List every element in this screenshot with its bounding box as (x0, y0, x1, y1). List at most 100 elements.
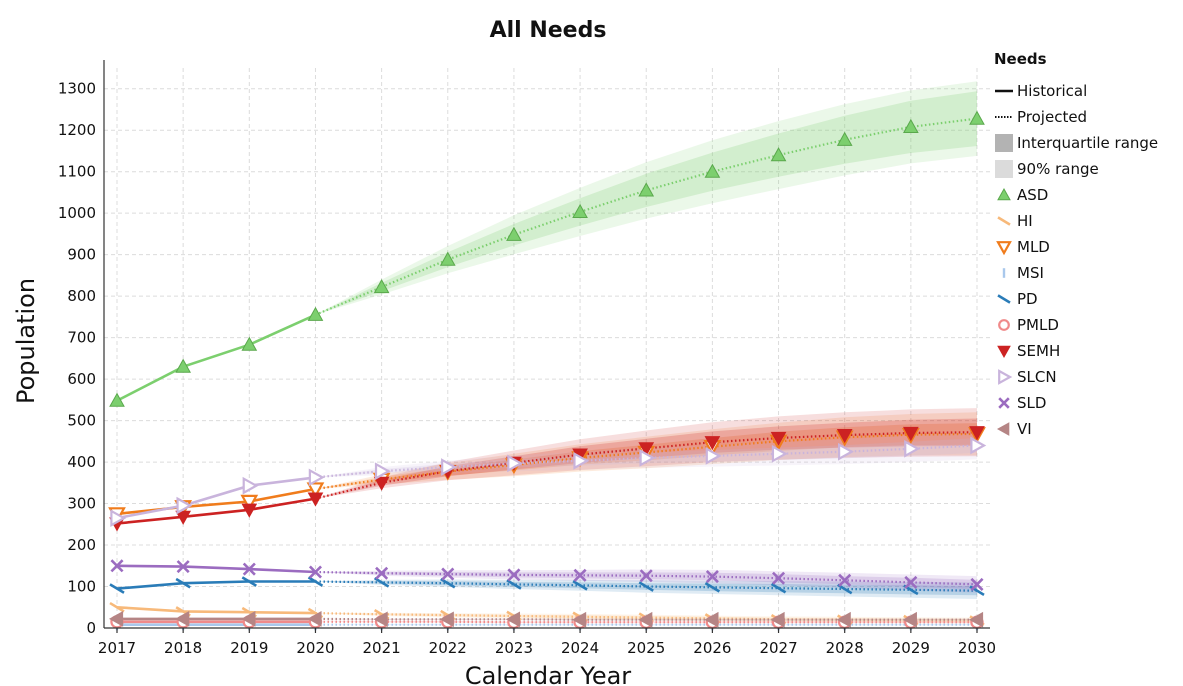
x-tick-label: 2021 (363, 639, 401, 657)
point-vi (307, 611, 322, 627)
point-sld (772, 571, 786, 585)
line-projected-semh (315, 431, 978, 500)
point-sld (639, 569, 653, 583)
point-asd (638, 182, 655, 197)
legend-label-historical: Historical (1017, 82, 1087, 100)
legend-swatch-pd (997, 294, 1011, 304)
legend-label-90-range: 90% range (1017, 160, 1099, 178)
point-slcn (308, 468, 325, 487)
y-tick-label: 0 (86, 619, 96, 637)
line-historical-hi (116, 606, 316, 615)
y-tick-label: 1100 (58, 163, 96, 181)
point-semh (704, 436, 721, 451)
series-lines (116, 117, 978, 626)
point-sld (375, 566, 389, 580)
point-slcn (110, 509, 127, 527)
point-vi (638, 611, 653, 628)
point-asd (969, 110, 985, 125)
point-sld (838, 573, 852, 587)
legend-swatch-sld (998, 397, 1010, 409)
x-tick-label: 2024 (561, 639, 599, 657)
x-tick-label: 2028 (826, 639, 864, 657)
x-tick-label: 2026 (693, 639, 731, 657)
point-semh (373, 476, 390, 491)
point-sld (507, 568, 521, 582)
point-slcn (176, 496, 193, 515)
point-asd (836, 131, 853, 146)
line-historical-sld (116, 564, 316, 574)
point-mld (306, 482, 325, 499)
y-tick-label: 900 (67, 246, 96, 264)
point-slcn (837, 442, 854, 461)
point-sld (308, 565, 322, 579)
point-semh (175, 510, 192, 525)
legend-label-semh: SEMH (1017, 342, 1060, 360)
point-sld (242, 562, 256, 576)
point-slcn (374, 462, 391, 481)
legend-swatch-vi (996, 422, 1010, 436)
point-semh (770, 431, 787, 447)
point-asd (770, 147, 787, 162)
x-tick-label: 2030 (958, 639, 996, 657)
point-semh (969, 426, 985, 441)
point-slcn (970, 436, 987, 455)
y-tick-label: 200 (67, 536, 96, 554)
point-asd (572, 203, 588, 219)
legend-label-pd: PD (1017, 290, 1038, 308)
legend-label-interquartile-range: Interquartile range (1017, 134, 1158, 152)
legend: Needs Historical Projected Interquartile r… (994, 50, 1158, 438)
point-vi (505, 611, 521, 628)
point-pd (241, 576, 257, 587)
point-semh (638, 442, 655, 457)
point-slcn (242, 476, 259, 495)
legend-swatch-semh (997, 345, 1011, 359)
point-semh (307, 492, 324, 507)
x-tick-label: 2023 (495, 639, 533, 657)
point-pd (175, 577, 191, 589)
x-axis-title: Calendar Year (465, 662, 631, 686)
x-tick-label: 2017 (98, 639, 136, 657)
point-slcn (639, 449, 656, 467)
point-pd (572, 579, 588, 591)
y-tick-label: 300 (67, 495, 96, 513)
point-slcn (573, 451, 590, 470)
point-vi (902, 611, 917, 628)
y-tick-label: 400 (67, 453, 96, 471)
y-tick-label: 1000 (58, 204, 96, 222)
point-vi (770, 611, 785, 628)
line-historical-mld (116, 487, 316, 516)
x-tick-label: 2025 (627, 639, 665, 657)
legend-label-pmld: PMLD (1017, 316, 1059, 334)
legend-title: Needs (994, 50, 1047, 68)
point-vi (968, 611, 984, 628)
point-pd (770, 582, 787, 594)
y-tick-label: 700 (67, 329, 96, 347)
point-vi (241, 611, 256, 627)
x-tick-label: 2018 (164, 639, 202, 657)
range-bands (315, 81, 977, 626)
x-tick-label: 2029 (892, 639, 930, 657)
line-historical-asd (116, 313, 317, 402)
y-tick-label: 500 (67, 412, 96, 430)
legend-swatch-90-range (995, 160, 1013, 178)
grid (104, 68, 990, 629)
x-tick-label: 2022 (429, 639, 467, 657)
legend-swatch-slcn (998, 369, 1013, 385)
point-asd (307, 306, 324, 321)
legend-label-hi: HI (1017, 212, 1033, 230)
point-slcn (441, 458, 458, 476)
point-sld (573, 568, 587, 582)
point-slcn (507, 454, 524, 473)
y-tick-label: 100 (67, 578, 96, 596)
legend-label-msi: MSI (1017, 264, 1044, 282)
legend-label-projected: Projected (1017, 108, 1087, 126)
point-semh (241, 503, 258, 518)
y-tick-label: 600 (67, 370, 96, 388)
y-tick-label: 1300 (58, 80, 96, 98)
point-sld (441, 567, 455, 581)
line-projected-asd (315, 117, 978, 316)
line-historical-semh (116, 497, 316, 525)
band-90-asd (315, 81, 977, 315)
point-slcn (705, 446, 722, 465)
